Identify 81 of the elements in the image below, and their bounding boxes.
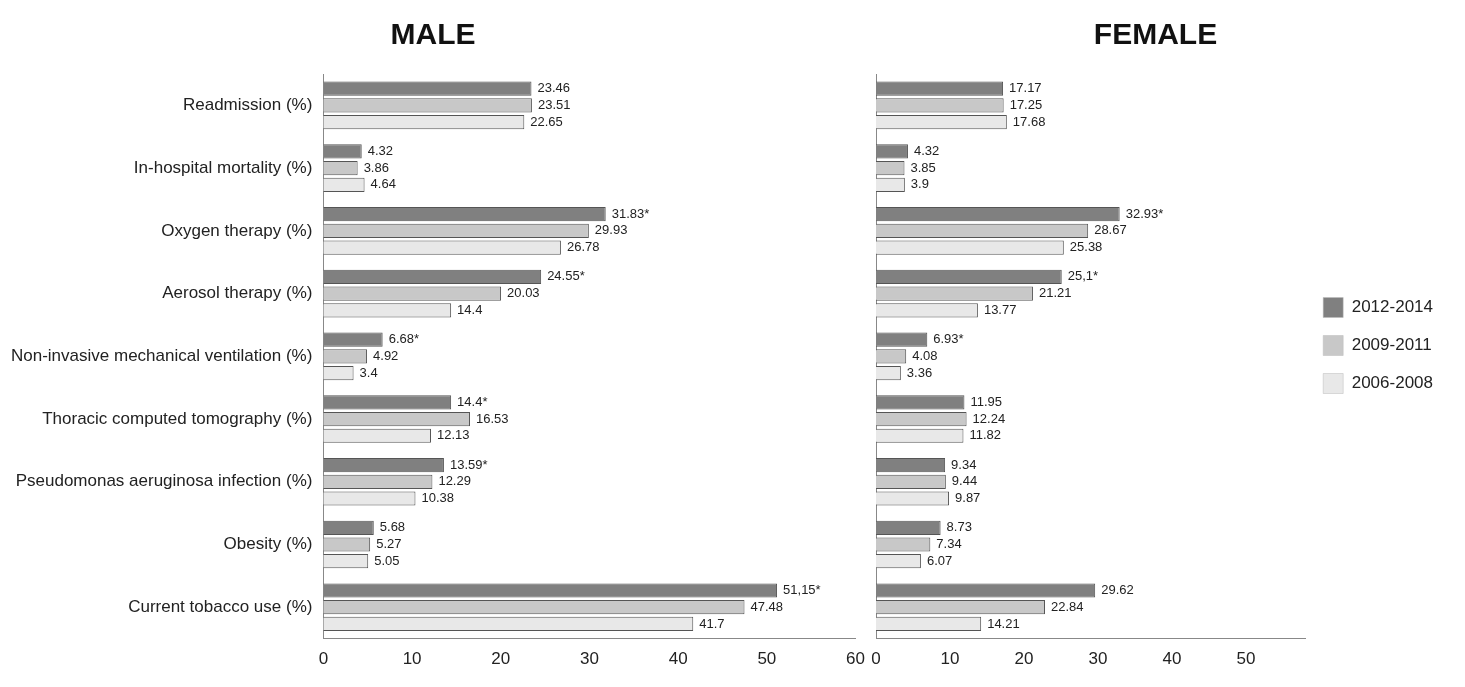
data-label: 3.86 xyxy=(363,159,389,175)
data-label: 9.34 xyxy=(951,456,977,472)
x-tick-label: 20 xyxy=(1014,649,1034,669)
x-tick-label: 40 xyxy=(668,649,688,669)
y-tick-label: In-hospital mortality (%) xyxy=(133,157,313,177)
data-label: 13.77 xyxy=(983,301,1017,317)
y-tick-label: Thoracic computed tomography (%) xyxy=(42,408,313,428)
x-tick-label: 10 xyxy=(402,649,422,669)
data-label: 23.51 xyxy=(537,96,571,112)
data-label: 14.4* xyxy=(457,393,488,409)
y-tick-label: Obesity (%) xyxy=(223,534,313,554)
data-label: 41.7 xyxy=(699,615,725,631)
data-label: 32.93* xyxy=(1125,205,1164,221)
data-label: 17.17 xyxy=(1009,80,1042,96)
data-label: 4.32 xyxy=(913,142,940,158)
data-label: 3.85 xyxy=(910,159,936,175)
y-tick-label: Pseudomonas aeruginosa infection (%) xyxy=(15,471,313,491)
legend-label: 2006-2008 xyxy=(1351,373,1434,393)
legend-label: 2009-2011 xyxy=(1351,335,1432,355)
data-label: 51,15* xyxy=(783,582,821,598)
data-label: 20.03 xyxy=(507,285,540,301)
data-label: 29.62 xyxy=(1101,582,1134,598)
data-label: 31.83* xyxy=(611,205,650,221)
data-label: 25,1* xyxy=(1067,268,1099,284)
y-tick-label: Current tobacco use (%) xyxy=(128,596,313,616)
x-tick-label: 60 xyxy=(846,649,866,669)
data-label: 22.65 xyxy=(530,113,563,129)
data-label: 4.92 xyxy=(373,347,399,363)
data-label: 6.68* xyxy=(388,331,420,347)
data-label: 4.32 xyxy=(367,142,394,158)
x-tick-label: 50 xyxy=(1236,649,1256,669)
data-label: 3.36 xyxy=(906,364,933,380)
data-label: 5.27 xyxy=(376,536,402,552)
data-label: 9.87 xyxy=(955,490,981,506)
data-label: 6.07 xyxy=(926,552,953,568)
data-label: 7.34 xyxy=(936,536,962,552)
data-label: 6.93* xyxy=(933,331,964,347)
data-label: 3.4 xyxy=(359,364,378,380)
data-label: 11.82 xyxy=(969,427,1002,443)
data-label: 11.95 xyxy=(970,393,1003,409)
data-label: 5.05 xyxy=(374,552,400,568)
data-label: 12.29 xyxy=(438,473,471,489)
legend-label: 2012-2014 xyxy=(1351,297,1434,317)
y-tick-label: Readmission (%) xyxy=(182,95,313,115)
data-label: 4.64 xyxy=(370,176,396,192)
chart-title: MALE xyxy=(390,17,476,51)
data-label: 26.78 xyxy=(566,239,600,255)
data-label: 12.24 xyxy=(972,410,1006,426)
data-label: 22.84 xyxy=(1051,598,1084,614)
x-tick-label: 20 xyxy=(491,649,511,669)
x-tick-label: 30 xyxy=(580,649,599,669)
data-label: 24.55* xyxy=(547,268,585,284)
chart-title: FEMALE xyxy=(1093,17,1218,51)
data-label: 16.53 xyxy=(476,410,509,426)
x-tick-label: 10 xyxy=(940,649,960,669)
x-tick-label: 50 xyxy=(757,649,777,669)
data-label: 17.25 xyxy=(1009,96,1043,112)
data-label: 9.44 xyxy=(951,473,978,489)
data-label: 25.38 xyxy=(1069,239,1103,255)
data-label: 29.93 xyxy=(594,222,628,238)
data-label: 21.21 xyxy=(1038,285,1072,301)
y-tick-label: Non-invasive mechanical ventilation (%) xyxy=(10,345,313,365)
data-label: 23.46 xyxy=(537,80,571,96)
x-tick-label: 40 xyxy=(1162,649,1182,669)
y-tick-label: Aerosol therapy (%) xyxy=(162,283,313,303)
x-tick-label: 30 xyxy=(1088,649,1108,669)
data-label: 8.73 xyxy=(946,519,972,535)
x-tick-label: 0 xyxy=(318,649,329,669)
x-tick-label: 0 xyxy=(871,649,881,669)
data-label: 10.38 xyxy=(421,490,455,506)
data-label: 28.67 xyxy=(1094,222,1127,238)
data-label: 12.13 xyxy=(436,427,470,443)
data-label: 3.9 xyxy=(910,176,929,192)
data-label: 17.68 xyxy=(1012,113,1046,129)
data-label: 14.21 xyxy=(987,615,1020,631)
data-label: 47.48 xyxy=(750,598,784,614)
data-label: 14.4 xyxy=(457,301,483,317)
data-label: 5.68 xyxy=(379,519,406,535)
y-tick-label: Oxygen therapy (%) xyxy=(161,220,313,240)
data-label: 13.59* xyxy=(449,456,488,472)
data-label: 4.08 xyxy=(912,347,938,363)
